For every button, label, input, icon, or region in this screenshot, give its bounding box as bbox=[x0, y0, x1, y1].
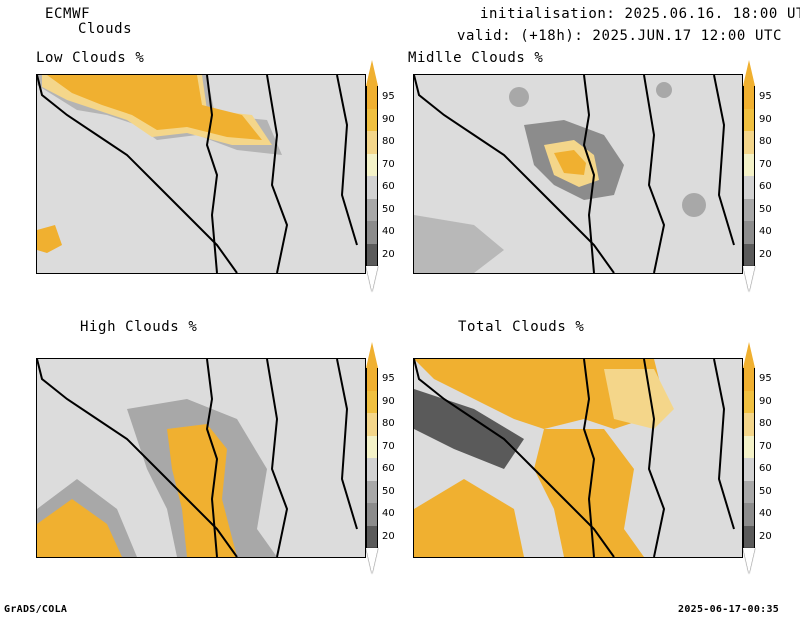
panel-title-low: Low Clouds % bbox=[36, 50, 145, 66]
colorbar-bottom-triangle bbox=[743, 548, 755, 574]
colorbar-segment bbox=[366, 458, 378, 481]
colorbar-segment bbox=[366, 198, 378, 221]
colorbar-segment bbox=[743, 198, 755, 221]
colorbar-label: 50 bbox=[759, 485, 772, 497]
colorbar-label: 40 bbox=[382, 508, 395, 520]
colorbar-segment bbox=[743, 480, 755, 503]
model-label: ECMWF bbox=[45, 6, 91, 22]
colorbar-segment bbox=[743, 108, 755, 131]
colorbar-segment bbox=[743, 503, 755, 526]
field-label: Clouds bbox=[78, 21, 133, 37]
colorbar-label: 95 bbox=[382, 91, 395, 103]
colorbar-segment bbox=[743, 435, 755, 458]
colorbar-top-triangle bbox=[366, 60, 378, 86]
colorbar-label: 90 bbox=[382, 395, 395, 407]
colorbar-top-triangle bbox=[743, 60, 755, 86]
colorbar-segment bbox=[366, 525, 378, 548]
colorbar-label: 60 bbox=[382, 181, 395, 193]
colorbar-label: 50 bbox=[382, 485, 395, 497]
colorbar-segment bbox=[743, 413, 755, 436]
colorbar-label: 20 bbox=[759, 248, 772, 260]
colorbar-bottom-triangle bbox=[366, 548, 378, 574]
map-middle-clouds bbox=[413, 74, 743, 274]
colorbar-segment bbox=[366, 221, 378, 244]
colorbar-label: 50 bbox=[759, 203, 772, 215]
colorbar-label: 90 bbox=[382, 113, 395, 125]
colorbar-label: 70 bbox=[382, 158, 395, 170]
footer-timestamp: 2025-06-17-00:35 bbox=[678, 604, 780, 615]
colorbar-bottom-left: 95 90 80 70 60 50 40 20 bbox=[366, 342, 400, 574]
colorbar-segment bbox=[743, 176, 755, 199]
colorbar-label: 70 bbox=[759, 158, 772, 170]
colorbar-label: 50 bbox=[382, 203, 395, 215]
colorbar-label: 90 bbox=[759, 113, 772, 125]
colorbar-label: 20 bbox=[382, 530, 395, 542]
colorbar-label: 40 bbox=[382, 226, 395, 238]
colorbar-label: 60 bbox=[759, 181, 772, 193]
colorbar-segment bbox=[366, 108, 378, 131]
colorbar-label: 70 bbox=[759, 440, 772, 452]
colorbar-label: 40 bbox=[759, 226, 772, 238]
colorbar-segment bbox=[743, 221, 755, 244]
colorbar-segment bbox=[743, 368, 755, 391]
footer-software: GrADS/COLA bbox=[4, 604, 68, 615]
panel-title-mid: Midlle Clouds % bbox=[408, 50, 544, 66]
colorbar-segment bbox=[743, 153, 755, 176]
colorbar-top-left: 95 90 80 70 60 50 40 20 bbox=[366, 60, 400, 292]
map-high-clouds bbox=[36, 358, 366, 558]
panel-title-total: Total Clouds % bbox=[458, 319, 585, 335]
colorbar-label: 40 bbox=[759, 508, 772, 520]
colorbar-label: 95 bbox=[759, 91, 772, 103]
colorbar-label: 60 bbox=[382, 463, 395, 475]
colorbar-bottom-triangle bbox=[743, 266, 755, 292]
colorbar-segment bbox=[366, 413, 378, 436]
colorbar-segment bbox=[743, 86, 755, 109]
panel-title-high: High Clouds % bbox=[80, 319, 198, 335]
init-time: initialisation: 2025.06.16. 18:00 UTC bbox=[480, 6, 800, 22]
colorbar-segment bbox=[743, 131, 755, 154]
colorbar-label: 80 bbox=[382, 418, 395, 430]
colorbar-segment bbox=[743, 243, 755, 266]
colorbar-top-triangle bbox=[743, 342, 755, 368]
colorbar-segment bbox=[743, 525, 755, 548]
colorbar-label: 90 bbox=[759, 395, 772, 407]
colorbar-label: 95 bbox=[759, 373, 772, 385]
colorbar-segment bbox=[743, 390, 755, 413]
colorbar-segment bbox=[366, 131, 378, 154]
colorbar-segment bbox=[366, 480, 378, 503]
colorbar-label: 20 bbox=[759, 530, 772, 542]
valid-time: valid: (+18h): 2025.JUN.17 12:00 UTC bbox=[457, 28, 783, 44]
colorbar-segment bbox=[366, 503, 378, 526]
colorbar-segment bbox=[743, 458, 755, 481]
colorbar-segment bbox=[366, 368, 378, 391]
colorbar-top-right: 95 90 80 70 60 50 40 20 bbox=[743, 60, 777, 292]
map-total-clouds bbox=[413, 358, 743, 558]
colorbar-label: 80 bbox=[382, 136, 395, 148]
colorbar-label: 80 bbox=[759, 418, 772, 430]
colorbar-segment bbox=[366, 390, 378, 413]
colorbar-top-triangle bbox=[366, 342, 378, 368]
colorbar-segment bbox=[366, 176, 378, 199]
colorbar-bottom-triangle bbox=[366, 266, 378, 292]
colorbar-label: 80 bbox=[759, 136, 772, 148]
colorbar-bottom-right: 95 90 80 70 60 50 40 20 bbox=[743, 342, 777, 574]
colorbar-segment bbox=[366, 243, 378, 266]
map-low-clouds bbox=[36, 74, 366, 274]
colorbar-label: 20 bbox=[382, 248, 395, 260]
colorbar-label: 60 bbox=[759, 463, 772, 475]
colorbar-label: 70 bbox=[382, 440, 395, 452]
colorbar-segment bbox=[366, 86, 378, 109]
colorbar-segment bbox=[366, 435, 378, 458]
colorbar-segment bbox=[366, 153, 378, 176]
colorbar-label: 95 bbox=[382, 373, 395, 385]
